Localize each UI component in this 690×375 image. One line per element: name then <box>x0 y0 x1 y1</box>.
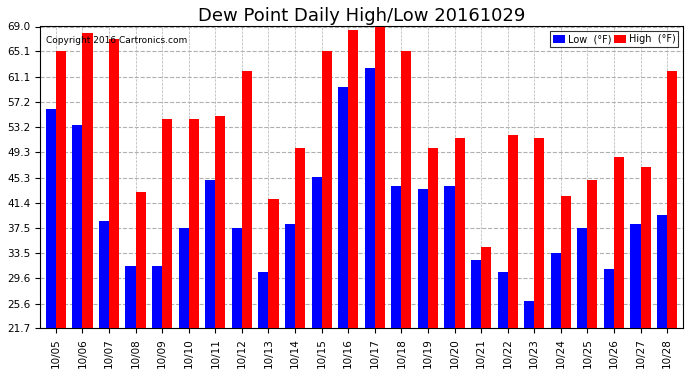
Bar <box>667 71 677 328</box>
Bar <box>311 177 322 328</box>
Bar <box>640 167 651 328</box>
Bar <box>614 158 624 328</box>
Bar <box>232 228 242 328</box>
Bar <box>428 148 438 328</box>
Text: Copyright 2016 Cartronics.com: Copyright 2016 Cartronics.com <box>46 36 188 45</box>
Bar <box>189 119 199 328</box>
Bar <box>338 87 348 328</box>
Bar <box>136 192 146 328</box>
Bar <box>551 253 561 328</box>
Bar <box>534 138 544 328</box>
Bar <box>631 224 640 328</box>
Bar <box>215 116 226 328</box>
Bar <box>46 110 56 328</box>
Bar <box>322 51 332 328</box>
Bar <box>258 272 268 328</box>
Bar <box>578 228 587 328</box>
Bar <box>455 138 464 328</box>
Bar <box>268 199 279 328</box>
Bar <box>497 272 508 328</box>
Bar <box>126 266 136 328</box>
Bar <box>418 189 428 328</box>
Bar <box>561 196 571 328</box>
Bar <box>391 186 402 328</box>
Bar <box>365 68 375 328</box>
Bar <box>444 186 455 328</box>
Bar <box>109 39 119 328</box>
Bar <box>481 247 491 328</box>
Bar <box>82 33 92 328</box>
Legend: Low  (°F), High  (°F): Low (°F), High (°F) <box>550 32 678 47</box>
Bar <box>471 260 481 328</box>
Bar <box>205 180 215 328</box>
Bar <box>524 301 534 328</box>
Bar <box>242 71 252 328</box>
Bar <box>179 228 189 328</box>
Bar <box>657 215 667 328</box>
Bar <box>99 221 109 328</box>
Bar <box>508 135 518 328</box>
Bar <box>162 119 172 328</box>
Bar <box>604 269 614 328</box>
Bar <box>402 51 411 328</box>
Bar <box>56 51 66 328</box>
Bar <box>587 180 598 328</box>
Bar <box>375 27 385 328</box>
Bar <box>152 266 162 328</box>
Bar <box>285 224 295 328</box>
Bar <box>295 148 305 328</box>
Bar <box>72 126 82 328</box>
Title: Dew Point Daily High/Low 20161029: Dew Point Daily High/Low 20161029 <box>198 7 525 25</box>
Bar <box>348 30 358 328</box>
